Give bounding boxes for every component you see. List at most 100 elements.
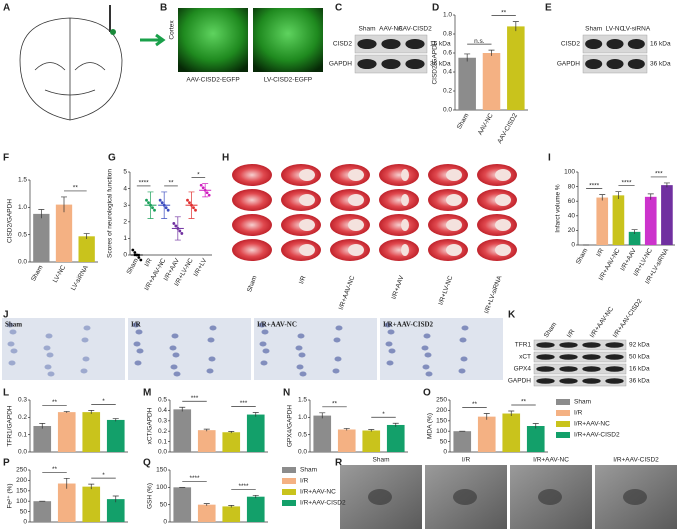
point xyxy=(131,248,135,252)
band xyxy=(559,378,578,384)
y-tick-label: 1.0 xyxy=(298,414,307,421)
panel-label: H xyxy=(222,153,229,164)
infarct xyxy=(446,244,462,256)
band xyxy=(381,38,401,50)
lane-label: Sham xyxy=(585,26,602,33)
error-bar xyxy=(599,194,606,201)
band xyxy=(606,58,624,70)
band xyxy=(627,38,645,50)
cell xyxy=(170,364,178,370)
band xyxy=(559,342,578,348)
y-tick-label: 5 xyxy=(123,169,127,176)
legend-label: I/R+AAV-CISD2 xyxy=(300,500,346,507)
fluorescence-image xyxy=(253,8,323,72)
y-axis-label: Infarct volume % xyxy=(555,184,562,233)
y-tick-label: 200 xyxy=(436,407,447,414)
brain-slice xyxy=(379,189,419,211)
band-name: xCT xyxy=(519,354,531,361)
slice-label: I/R+AAV xyxy=(390,274,405,300)
y-tick-label: 2 xyxy=(123,219,127,226)
lane-label: I/R xyxy=(566,328,577,339)
point xyxy=(172,222,176,225)
band xyxy=(582,378,601,384)
lane-label: AAV-NC xyxy=(379,26,403,33)
band-name: GAPDH xyxy=(329,61,352,68)
band xyxy=(627,58,645,70)
bar xyxy=(482,53,501,110)
brain-slice xyxy=(232,164,272,186)
cell xyxy=(388,348,396,354)
band-size: 16 kDa xyxy=(430,41,451,48)
cell xyxy=(297,333,305,339)
infarct xyxy=(495,219,511,231)
x-tick-label: Sham xyxy=(30,264,45,282)
error-bar xyxy=(663,182,670,188)
band-size: 36 kDa xyxy=(650,61,671,68)
y-axis-label: Scores of neurological function xyxy=(107,169,114,258)
cell xyxy=(461,325,469,331)
y-tick-label: 0.0 xyxy=(443,107,452,114)
error-bar xyxy=(483,413,490,420)
nissl-image xyxy=(2,318,125,380)
band-size: 36 kDa xyxy=(629,378,650,385)
infarct xyxy=(401,194,409,206)
panel-label: N xyxy=(283,388,290,399)
band xyxy=(536,378,555,384)
point xyxy=(145,198,148,202)
bar xyxy=(458,57,476,110)
error-bar xyxy=(512,21,519,32)
point xyxy=(147,201,150,205)
y-tick-label: 0.3 xyxy=(18,397,27,404)
band xyxy=(357,38,377,50)
sig-label: n.s. xyxy=(474,38,485,45)
brain-slice xyxy=(232,214,272,236)
sig-label: **** xyxy=(139,180,150,187)
blot-strip xyxy=(533,351,627,363)
panel-label: R xyxy=(335,458,343,469)
bar xyxy=(477,416,496,452)
y-tick-label: 20 xyxy=(568,227,576,234)
cell xyxy=(208,356,216,362)
bar xyxy=(57,483,76,522)
organelle xyxy=(453,489,477,505)
sig-label: ** xyxy=(73,185,79,192)
y-axis-label: xCT/GAPDH xyxy=(147,407,154,444)
error-bar xyxy=(112,418,119,422)
brain-slice xyxy=(379,214,419,236)
y-tick-label: 0.5 xyxy=(158,397,167,404)
cell xyxy=(335,325,343,331)
y-axis-label: MDA (%) xyxy=(427,413,434,439)
lane-label: I/R+AAV-NC xyxy=(589,306,615,340)
band xyxy=(582,366,601,372)
x-tick-label: Sham xyxy=(575,247,590,265)
point xyxy=(207,193,211,197)
y-tick-label: 250 xyxy=(16,467,27,474)
cell xyxy=(332,368,340,374)
point xyxy=(153,208,156,212)
band xyxy=(536,354,555,360)
cell xyxy=(298,352,306,358)
sig-label: **** xyxy=(238,483,249,490)
infarct xyxy=(299,219,315,231)
image-label: I/R xyxy=(462,457,471,464)
band xyxy=(536,366,555,372)
cell xyxy=(425,371,433,377)
y-tick-label: 0.0 xyxy=(18,259,27,266)
bar xyxy=(507,26,525,110)
lane-label: LV-NC xyxy=(606,26,625,33)
cell xyxy=(136,348,144,354)
blot-strip xyxy=(533,363,627,375)
error-bar xyxy=(203,503,210,506)
error-bar xyxy=(161,191,168,219)
x-tick-label: AAV-NC xyxy=(477,112,495,136)
error-bar xyxy=(38,209,45,219)
sig-label: * xyxy=(102,472,105,479)
y-tick-label: 0 xyxy=(123,252,127,259)
cell xyxy=(45,333,53,339)
point xyxy=(166,208,170,212)
band xyxy=(582,354,601,360)
bar xyxy=(106,419,125,452)
y-tick-label: 0 xyxy=(571,242,575,249)
y-tick-label: 1 xyxy=(123,235,127,242)
bar xyxy=(33,501,52,522)
